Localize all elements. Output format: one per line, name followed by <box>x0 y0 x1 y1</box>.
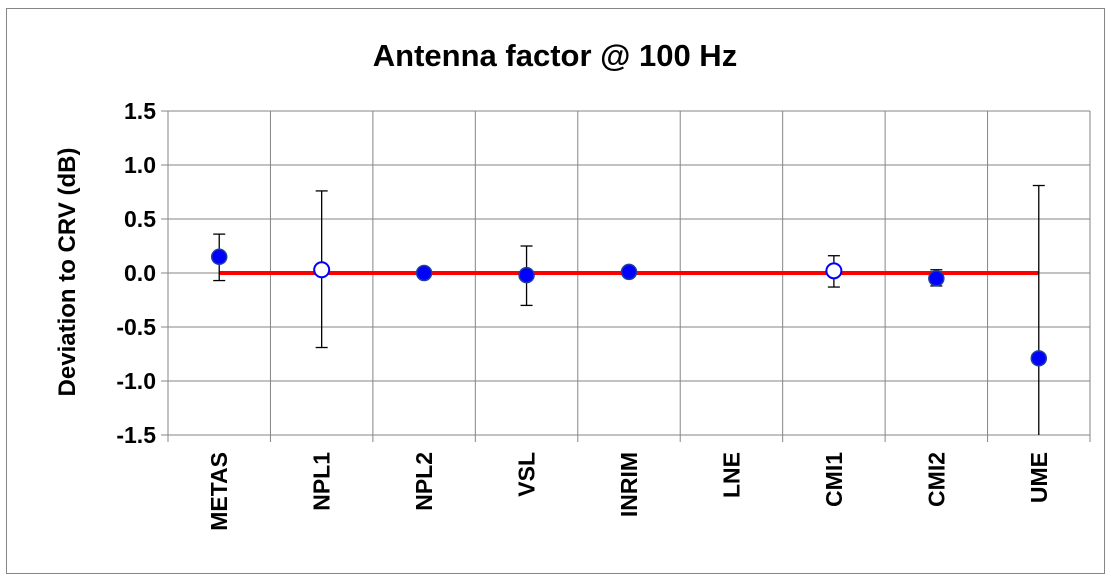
y-tick-label: -1.0 <box>116 368 156 394</box>
error-bars <box>213 184 1045 435</box>
data-point <box>825 262 843 280</box>
y-tick-label: -0.5 <box>116 314 156 340</box>
x-tick-labels: METAS NPL1 NPL2 VSL INRIM LNE CMI1 CMI2 UME <box>206 452 1052 531</box>
y-tick-label: 1.0 <box>124 152 156 178</box>
x-tick-label: VSL <box>514 452 540 497</box>
y-tick-labels: 1.5 1.0 0.5 0.0 -0.5 -1.0 -1.5 <box>116 98 156 448</box>
x-tick-label: CMI1 <box>821 452 847 507</box>
data-point <box>415 264 433 282</box>
y-tick-label: 0.5 <box>124 206 156 232</box>
x-tick-label: METAS <box>206 452 232 531</box>
x-tick-label: UME <box>1026 452 1052 503</box>
x-tick-label: NPL1 <box>309 452 335 511</box>
data-point <box>518 266 535 284</box>
data-point <box>313 261 331 279</box>
data-point <box>1030 350 1048 367</box>
y-tick-label: -1.5 <box>116 422 156 448</box>
data-points <box>210 248 1048 367</box>
x-tick-label: NPL2 <box>411 452 437 511</box>
chart-title: Antenna factor @ 100 Hz <box>373 38 737 73</box>
y-axis-label: Deviation to CRV (dB) <box>54 148 81 397</box>
data-point <box>620 263 638 281</box>
data-point <box>210 248 228 266</box>
data-point <box>928 270 945 287</box>
x-tick-label: LNE <box>718 452 744 498</box>
x-tick-label: CMI2 <box>923 452 949 507</box>
y-tick-label: 0.0 <box>124 260 156 286</box>
chart-frame <box>6 8 1105 574</box>
x-tick-label: INRIM <box>616 452 642 517</box>
y-tick-label: 1.5 <box>124 98 156 124</box>
